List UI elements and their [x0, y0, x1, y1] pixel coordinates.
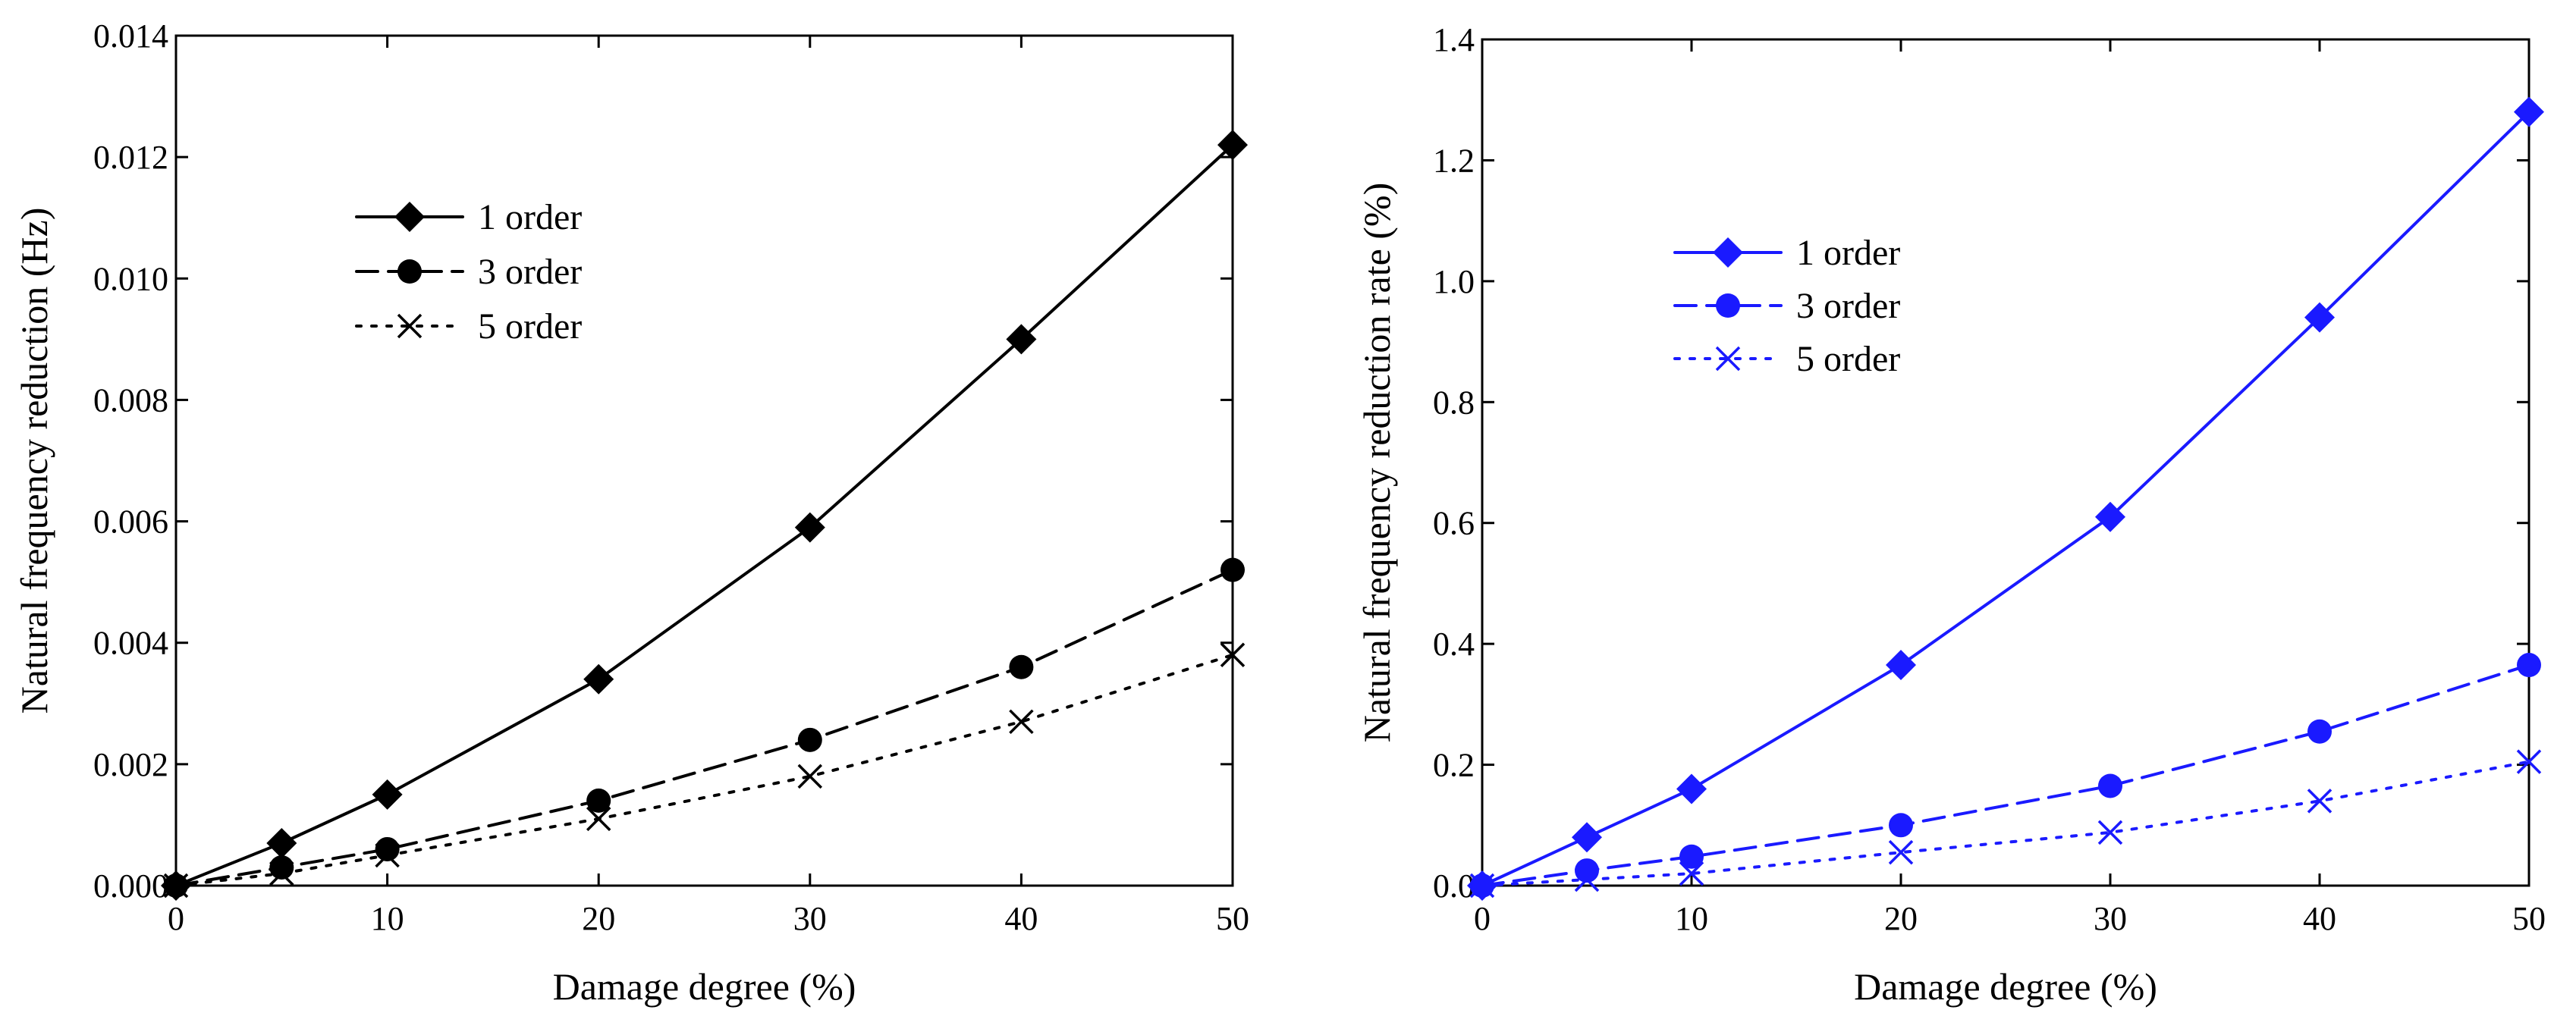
series-5-order [1471, 751, 2540, 897]
legend-label: 1 order [478, 197, 582, 237]
y-tick-label: 1.4 [1433, 21, 1475, 58]
data-point-1-order [583, 664, 614, 695]
series-1-order [1467, 97, 2544, 901]
y-tick-label: 0.6 [1433, 505, 1475, 542]
legend-label: 5 order [478, 306, 582, 347]
data-point-1-order [266, 828, 297, 858]
y-tick-label: 0.002 [93, 746, 168, 783]
x-tick-label: 10 [371, 900, 404, 937]
y-axis-label: Natural frequency reduction (Hz) [13, 208, 55, 714]
x-tick-label: 30 [2094, 900, 2127, 937]
y-tick-label: 1.2 [1433, 142, 1475, 179]
legend-label: 3 order [478, 252, 582, 292]
x-tick-label: 40 [2303, 900, 2336, 937]
series-line-1-order [176, 145, 1233, 886]
x-tick-label: 50 [2512, 900, 2546, 937]
x-tick-label: 20 [1884, 900, 1918, 937]
data-point-3-order [1009, 655, 1033, 679]
chart-right: 0 10 20 30 40 500.00.20.40.60.81.01.21.4Damag… [1356, 21, 2546, 1008]
legend-marker-3-order [1716, 293, 1740, 318]
data-point-5-order [799, 765, 821, 788]
chart-left: 0 10 20 30 40 50 0.000 0.002 0.004 0.006 0.008 0.01… [13, 17, 1249, 1008]
x-tick-label: 20 [582, 900, 615, 937]
figure: 0 10 20 30 40 50 0.000 0.002 0.004 0.006 0.008 0.01… [0, 0, 2576, 1035]
x-tick-label: 40 [1004, 900, 1038, 937]
legend: 1 order 3 order 5 order [357, 197, 582, 347]
data-point-3-order [2307, 720, 2332, 744]
x-tick-label: 10 [1675, 900, 1708, 937]
y-tick-label: 0.4 [1433, 626, 1475, 663]
series-line-3-order [176, 570, 1233, 886]
legend: 1 order 3 order 5 order [1675, 233, 1900, 379]
data-point-1-order [1572, 822, 1602, 852]
data-point-1-order [1676, 773, 1707, 804]
data-point-3-order [375, 837, 400, 861]
series-line-1-order [1482, 112, 2529, 886]
data-point-3-order [1889, 813, 1913, 837]
legend-label: 1 order [1796, 233, 1900, 273]
y-tick-label: 0.2 [1433, 747, 1475, 784]
y-axis-label: Natural frequency reduction rate (%) [1356, 183, 1398, 743]
y-tick-label: 0.010 [93, 260, 168, 297]
x-tick-label: 50 [1216, 900, 1249, 937]
data-point-1-order [1886, 650, 1916, 680]
data-point-3-order [798, 728, 822, 752]
y-tick-label: 1.0 [1433, 263, 1475, 300]
x-tick-label: 0 [168, 900, 184, 937]
data-point-3-order [2098, 773, 2122, 798]
y-tick-label: 0.8 [1433, 384, 1475, 421]
legend-label: 5 order [1796, 339, 1900, 379]
data-point-3-order [1220, 558, 1245, 582]
legend-marker-1-order [394, 202, 425, 232]
x-axis-label: Damage degree (%) [553, 965, 856, 1008]
legend-marker-1-order [1713, 237, 1743, 268]
series-line-3-order [1482, 665, 2529, 886]
y-tick-label: 0.000 [93, 867, 168, 905]
plot-frame [1482, 39, 2529, 886]
y-tick-label: 0.014 [93, 17, 168, 55]
y-tick-label: 0.012 [93, 139, 168, 176]
series-3-order [164, 558, 1245, 898]
legend-marker-3-order [397, 259, 422, 284]
y-tick-label: 0.006 [93, 503, 168, 541]
y-tick-label: 0.008 [93, 381, 168, 419]
series-1-order [161, 130, 1248, 901]
series-3-order [1470, 653, 2541, 898]
x-tick-label: 30 [793, 900, 827, 937]
data-point-5-order [1010, 710, 1032, 733]
series-line-5-order [1482, 762, 2529, 886]
legend-label: 3 order [1796, 286, 1900, 326]
data-point-1-order [372, 779, 403, 810]
data-point-3-order [2517, 653, 2541, 677]
y-tick-label: 0.004 [93, 625, 168, 662]
x-tick-label: 0 [1474, 900, 1491, 937]
x-axis-label: Damage degree (%) [1854, 965, 2157, 1008]
plot-frame [176, 36, 1233, 886]
data-point-3-order [269, 855, 294, 880]
